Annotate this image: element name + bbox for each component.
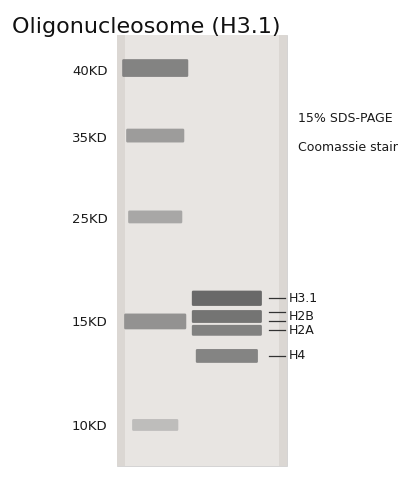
FancyBboxPatch shape (128, 211, 182, 223)
Text: 40KD: 40KD (72, 65, 107, 78)
Text: 35KD: 35KD (72, 132, 107, 144)
FancyBboxPatch shape (122, 59, 188, 77)
FancyBboxPatch shape (132, 419, 178, 431)
Text: 10KD: 10KD (72, 420, 107, 433)
Bar (117, 35, 287, 466)
FancyBboxPatch shape (124, 314, 186, 329)
Text: H3.1: H3.1 (289, 292, 318, 305)
Text: H2A: H2A (289, 324, 314, 337)
Text: Oligonucleosome (H3.1): Oligonucleosome (H3.1) (12, 17, 281, 37)
Text: 15KD: 15KD (72, 317, 107, 329)
Text: H4: H4 (289, 350, 306, 362)
Bar (117, 35, 287, 466)
FancyBboxPatch shape (192, 325, 262, 336)
Text: H2B: H2B (289, 310, 314, 323)
Text: 15% SDS-PAGE: 15% SDS-PAGE (298, 112, 393, 125)
FancyBboxPatch shape (126, 129, 184, 142)
Bar (279, 35, 287, 466)
FancyBboxPatch shape (192, 291, 262, 306)
Bar (117, 35, 125, 466)
Text: Coomassie staining: Coomassie staining (298, 141, 398, 154)
FancyBboxPatch shape (192, 310, 262, 323)
FancyBboxPatch shape (196, 349, 258, 363)
Text: 25KD: 25KD (72, 213, 107, 226)
